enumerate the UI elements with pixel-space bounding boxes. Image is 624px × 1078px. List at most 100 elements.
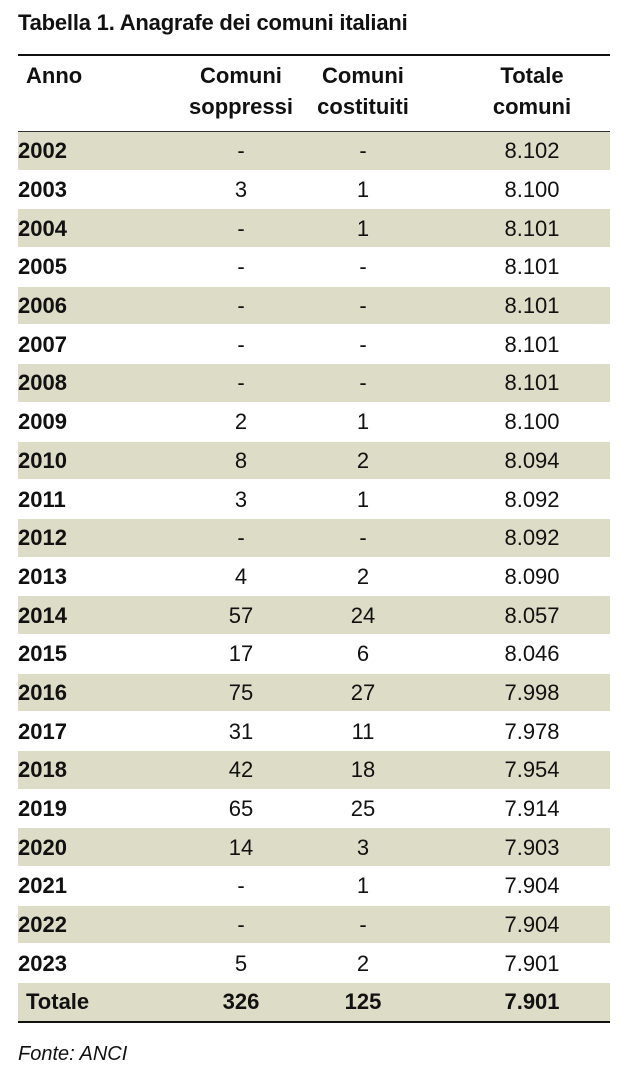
table-row: 2021-1 7.904 (18, 866, 610, 906)
cell-anno: 2005 (18, 247, 150, 287)
table-row: 2023 5 2 7.901 (18, 943, 610, 984)
cell-anno: 2002 (18, 131, 150, 171)
cell-anno: 2015 (18, 634, 150, 674)
header-anno: Anno (18, 55, 150, 132)
cell-costituiti: 6 (300, 634, 426, 674)
table-row: 2016 75 27 7.998 (18, 673, 610, 713)
cell-costituiti: 27 (300, 673, 426, 713)
cell-totale: 7.914 (426, 789, 610, 829)
header-costituiti: Comuni costituiti (300, 55, 426, 132)
cell-anno: 2008 (18, 363, 150, 403)
header-totale-line1: Totale (500, 63, 564, 88)
cell-anno: 2021 (18, 866, 150, 906)
table-row: 2009 2 1 8.100 (18, 402, 610, 442)
cell-soppressi: - (150, 208, 300, 249)
totals-totale: 7.901 (426, 982, 610, 1024)
cell-anno: 2023 (18, 943, 150, 984)
cell-totale: 8.094 (426, 441, 610, 481)
header-soppressi-line1: Comuni (200, 63, 282, 88)
cell-anno: 2011 (18, 479, 150, 519)
cell-totale: 8.092 (426, 479, 610, 519)
cell-costituiti: 25 (300, 789, 426, 829)
table-title: Tabella 1. Anagrafe dei comuni italiani (18, 10, 408, 35)
cell-totale: 8.092 (426, 518, 610, 558)
cell-totale: 8.057 (426, 595, 610, 635)
cell-soppressi: 31 (150, 711, 300, 751)
cell-anno: 2022 (18, 905, 150, 945)
cell-anno: 2020 (18, 827, 150, 868)
source-note: Fonte: ANCI (18, 1043, 128, 1065)
cell-soppressi: 57 (150, 595, 300, 635)
totals-row: Totale 326 125 7.901 (18, 982, 610, 1024)
cell-costituiti: 24 (300, 595, 426, 635)
cell-totale: 8.100 (426, 170, 610, 210)
cell-anno: 2017 (18, 711, 150, 751)
table-row: 2020 14 3 7.903 (18, 827, 610, 868)
cell-anno: 2013 (18, 557, 150, 597)
header-totale-line2: comuni (492, 94, 572, 119)
cell-soppressi: 17 (150, 634, 300, 674)
cell-soppressi: 5 (150, 943, 300, 984)
table-row: 2006- -8.101 (18, 286, 610, 326)
table-row: 2003 3 1 8.100 (18, 170, 610, 210)
cell-totale: 8.102 (426, 131, 610, 171)
cell-costituiti: 2 (300, 557, 426, 597)
table-row: 2012- -8.092 (18, 518, 610, 558)
cell-soppressi: 8 (150, 441, 300, 481)
table-row: 2022- -7.904 (18, 905, 610, 945)
cell-anno: 2007 (18, 324, 150, 365)
cell-soppressi: 3 (150, 170, 300, 210)
cell-soppressi: 3 (150, 479, 300, 519)
cell-totale: 8.101 (426, 286, 610, 326)
cell-totale: 8.101 (426, 247, 610, 287)
cell-costituiti: 3 (300, 827, 426, 868)
cell-costituiti: 11 (300, 711, 426, 751)
header-costituiti-line2: costituiti (317, 94, 409, 119)
table-row: 2008- -8.101 (18, 363, 610, 403)
cell-anno: 2019 (18, 789, 150, 829)
header-costituiti-line1: Comuni (322, 63, 404, 88)
cell-totale: 8.100 (426, 402, 610, 442)
cell-costituiti: 2 (300, 943, 426, 984)
header-soppressi: Comuni soppressi (150, 55, 300, 132)
cell-totale: 8.101 (426, 208, 610, 249)
cell-soppressi: 2 (150, 402, 300, 442)
cell-costituiti: - (300, 905, 426, 945)
cell-costituiti: - (300, 363, 426, 403)
cell-soppressi: 75 (150, 673, 300, 713)
header-totale: Totale comuni (426, 55, 610, 132)
table-row: 2004-1 8.101 (18, 208, 610, 249)
table-row: 2018 42 18 7.954 (18, 750, 610, 790)
table-row: 2013 4 2 8.090 (18, 557, 610, 597)
cell-costituiti: 18 (300, 750, 426, 790)
table-body: 2002- -8.102 2003 3 1 8.100 2004-1 8.101 2005- -8… (18, 131, 610, 984)
cell-soppressi: 4 (150, 557, 300, 597)
table-row: 2010 8 2 8.094 (18, 441, 610, 481)
cell-totale: 8.046 (426, 634, 610, 674)
data-table: Anno Comuni soppressi Comuni costituiti … (18, 54, 610, 1024)
cell-anno: 2018 (18, 750, 150, 790)
table-footer: Totale 326 125 7.901 (18, 982, 610, 1024)
cell-soppressi: - (150, 131, 300, 171)
cell-anno: 2006 (18, 286, 150, 326)
totals-costituiti: 125 (300, 982, 426, 1024)
cell-anno: 2009 (18, 402, 150, 442)
cell-totale: 7.903 (426, 827, 610, 868)
table-row: 2005- -8.101 (18, 247, 610, 287)
cell-totale: 7.904 (426, 866, 610, 906)
cell-anno: 2003 (18, 170, 150, 210)
cell-anno: 2010 (18, 441, 150, 481)
header-anno-label: Anno (26, 63, 83, 88)
cell-totale: 8.090 (426, 557, 610, 597)
cell-soppressi: 42 (150, 750, 300, 790)
cell-soppressi: - (150, 905, 300, 945)
cell-totale: 8.101 (426, 324, 610, 365)
cell-anno: 2012 (18, 518, 150, 558)
cell-totale: 7.904 (426, 905, 610, 945)
cell-anno: 2016 (18, 673, 150, 713)
cell-anno: 2004 (18, 208, 150, 249)
cell-totale: 8.101 (426, 363, 610, 403)
cell-costituiti: 1 (300, 479, 426, 519)
table-row: 2007- -8.101 (18, 324, 610, 365)
header-soppressi-line2: soppressi (189, 94, 293, 119)
